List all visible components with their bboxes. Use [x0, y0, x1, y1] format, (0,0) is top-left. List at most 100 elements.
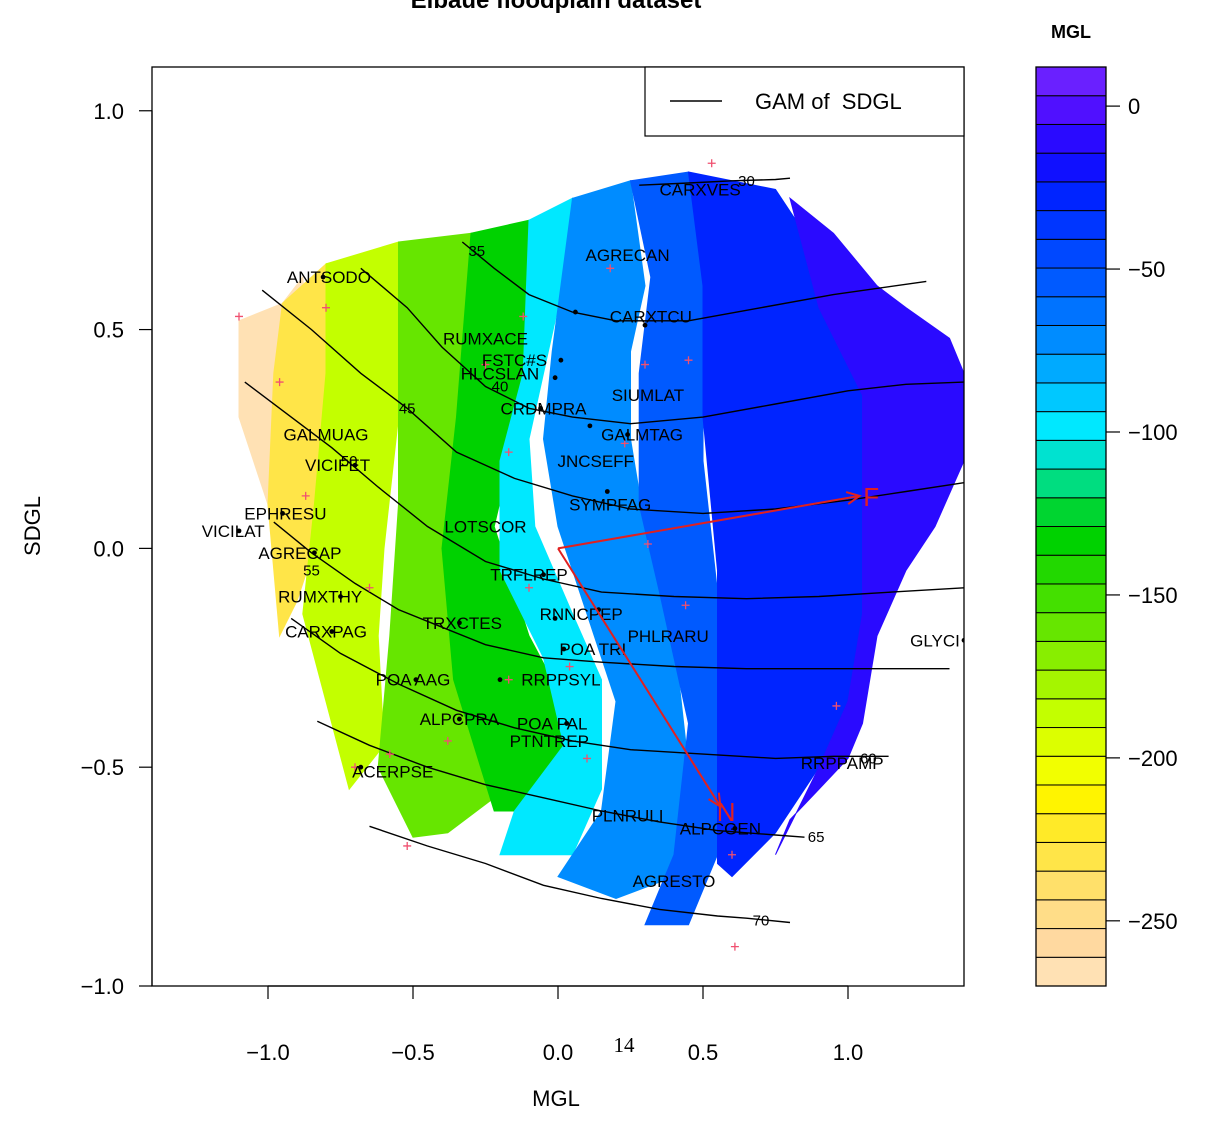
site-marker — [606, 264, 615, 273]
colorbar-band — [1035, 382, 1107, 413]
species-label: RRPPSYL — [521, 671, 600, 690]
species-label: RUMXTHY — [278, 588, 362, 607]
chart-title: Elbaue floodplain dataset — [411, 0, 702, 14]
fill-region — [499, 197, 602, 856]
colorbar-title: MGL — [1051, 22, 1091, 42]
species-label: LOTSCOR — [444, 518, 526, 537]
contour-label: 65 — [808, 829, 825, 846]
species-label: VICILAT — [202, 522, 265, 541]
species-label: POA AAG — [376, 671, 451, 690]
species-dot — [558, 357, 564, 363]
x-tick-label: 0.0 — [543, 1040, 574, 1065]
species-label: PHLRARU — [628, 627, 709, 646]
colorbar-tick-label: −50 — [1128, 257, 1165, 282]
species-label: CARXPAG — [285, 623, 367, 642]
species-dot — [457, 716, 462, 722]
vector-line — [557, 494, 860, 550]
site-marker — [275, 378, 284, 387]
env-vectors: FN — [557, 482, 879, 827]
site-marker — [504, 675, 513, 684]
site-marker — [583, 754, 591, 763]
colorbar-tick-label: −100 — [1128, 420, 1178, 445]
colorbar-band — [1035, 612, 1107, 642]
site-marker — [643, 540, 652, 549]
colorbar-band — [1035, 95, 1107, 125]
species-label: JNCSEFF — [557, 452, 634, 471]
y-tick-label: 0.5 — [93, 318, 124, 343]
species-label: RUMXACE — [443, 329, 528, 348]
fill-region — [542, 180, 690, 900]
colorbar-band — [1035, 583, 1107, 614]
page-number: 14 — [614, 1033, 636, 1057]
species-dot — [732, 826, 738, 831]
site-marker — [481, 360, 490, 369]
colorbar-band — [1035, 210, 1107, 240]
vector-label: F — [863, 482, 879, 512]
species-label: POA PAL — [517, 714, 588, 733]
colorbar-band — [1035, 755, 1107, 786]
colorbar-band — [1035, 497, 1107, 527]
colorbar-band — [1035, 324, 1107, 355]
species-dot — [338, 594, 343, 599]
contour-label: 70 — [753, 912, 770, 929]
colorbar-band — [1035, 238, 1107, 269]
colorbar-band — [1035, 928, 1107, 958]
species-label: SIUMLAT — [612, 386, 684, 405]
site-marker — [385, 750, 394, 759]
colorbar-tick-label: 0 — [1128, 94, 1140, 119]
species-dot — [538, 405, 543, 411]
species-label: CRDMPRA — [501, 399, 588, 418]
y-tick-label: −1.0 — [81, 974, 124, 999]
colorbar-band — [1035, 66, 1107, 97]
species-dot — [541, 572, 546, 578]
site-marker — [707, 159, 716, 168]
site-marker — [322, 303, 330, 312]
species-dot — [561, 646, 567, 652]
contour-label: 40 — [492, 378, 509, 395]
y-axis-label: SDGL — [20, 496, 45, 556]
colorbar-band — [1035, 899, 1107, 930]
species-label: VICIFET — [305, 456, 370, 475]
colorbar-frame — [1035, 66, 1107, 987]
species-dot — [552, 375, 558, 381]
site-marker — [301, 491, 310, 500]
species-dot — [552, 616, 558, 621]
colorbar-band — [1035, 813, 1107, 843]
species-dot — [625, 432, 630, 437]
legend-label: GAM of SDGL — [755, 89, 902, 114]
colorbar: 0 −50 −100 −150 −200 −250 — [1035, 66, 1178, 987]
y-tick-label: −0.5 — [81, 755, 124, 780]
colorbar-tick-label: −200 — [1128, 746, 1178, 771]
contour-line — [461, 241, 927, 322]
species-label: FSTC#S — [482, 351, 547, 370]
y-axis: −1.0 −0.5 0.0 0.5 1.0 — [81, 99, 153, 999]
colorbar-band — [1035, 870, 1107, 901]
vector-label: N — [717, 797, 736, 827]
vector-line — [557, 547, 722, 808]
species-label: SYMPFAG — [569, 496, 651, 515]
colorbar-band — [1035, 841, 1107, 872]
species-label: GLYCI — [910, 631, 960, 650]
contour-line — [639, 177, 791, 186]
colorbar-band — [1035, 526, 1107, 556]
site-marker — [351, 763, 359, 772]
contour-line — [317, 720, 805, 838]
colorbar-band — [1035, 640, 1107, 671]
species-dot — [413, 677, 419, 683]
legend: GAM of SDGL — [644, 66, 965, 137]
colorbar-band — [1035, 784, 1107, 815]
site-marker — [832, 701, 841, 710]
species-label: TRXCTES — [423, 614, 502, 633]
site-marker — [525, 583, 533, 592]
contour-label: 55 — [303, 562, 320, 579]
species-dot — [457, 620, 462, 626]
species-label: AGRECAP — [258, 544, 341, 563]
contour-line — [369, 825, 791, 924]
species-label: RRPPAMP — [801, 754, 884, 773]
site-markers — [235, 159, 841, 951]
colorbar-band — [1035, 353, 1107, 384]
site-marker — [519, 312, 528, 321]
x-axis: −1.0 −0.5 0.0 0.5 1.0 — [246, 985, 863, 1065]
